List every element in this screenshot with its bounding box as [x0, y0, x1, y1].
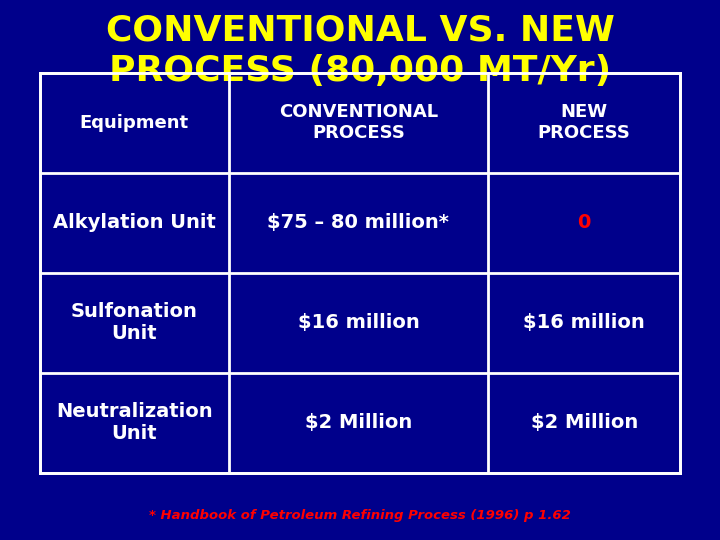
Text: 0: 0 — [577, 213, 591, 232]
Text: Equipment: Equipment — [79, 114, 189, 132]
Text: NEW
PROCESS: NEW PROCESS — [538, 104, 631, 142]
Text: $2 Million: $2 Million — [531, 413, 638, 432]
Text: Alkylation Unit: Alkylation Unit — [53, 213, 215, 232]
Text: $2 Million: $2 Million — [305, 413, 412, 432]
Text: * Handbook of Petroleum Refining Process (1996) p 1.62: * Handbook of Petroleum Refining Process… — [149, 509, 571, 522]
Text: Neutralization
Unit: Neutralization Unit — [56, 402, 212, 443]
Bar — [40, 73, 680, 472]
Text: $75 – 80 million*: $75 – 80 million* — [267, 213, 449, 232]
Text: $16 million: $16 million — [297, 313, 419, 332]
Text: CONVENTIONAL
PROCESS: CONVENTIONAL PROCESS — [279, 104, 438, 142]
Text: CONVENTIONAL VS. NEW
PROCESS (80,000 MT/Yr): CONVENTIONAL VS. NEW PROCESS (80,000 MT/… — [106, 14, 614, 88]
Text: $16 million: $16 million — [523, 313, 645, 332]
Text: Sulfonation
Unit: Sulfonation Unit — [71, 302, 197, 343]
